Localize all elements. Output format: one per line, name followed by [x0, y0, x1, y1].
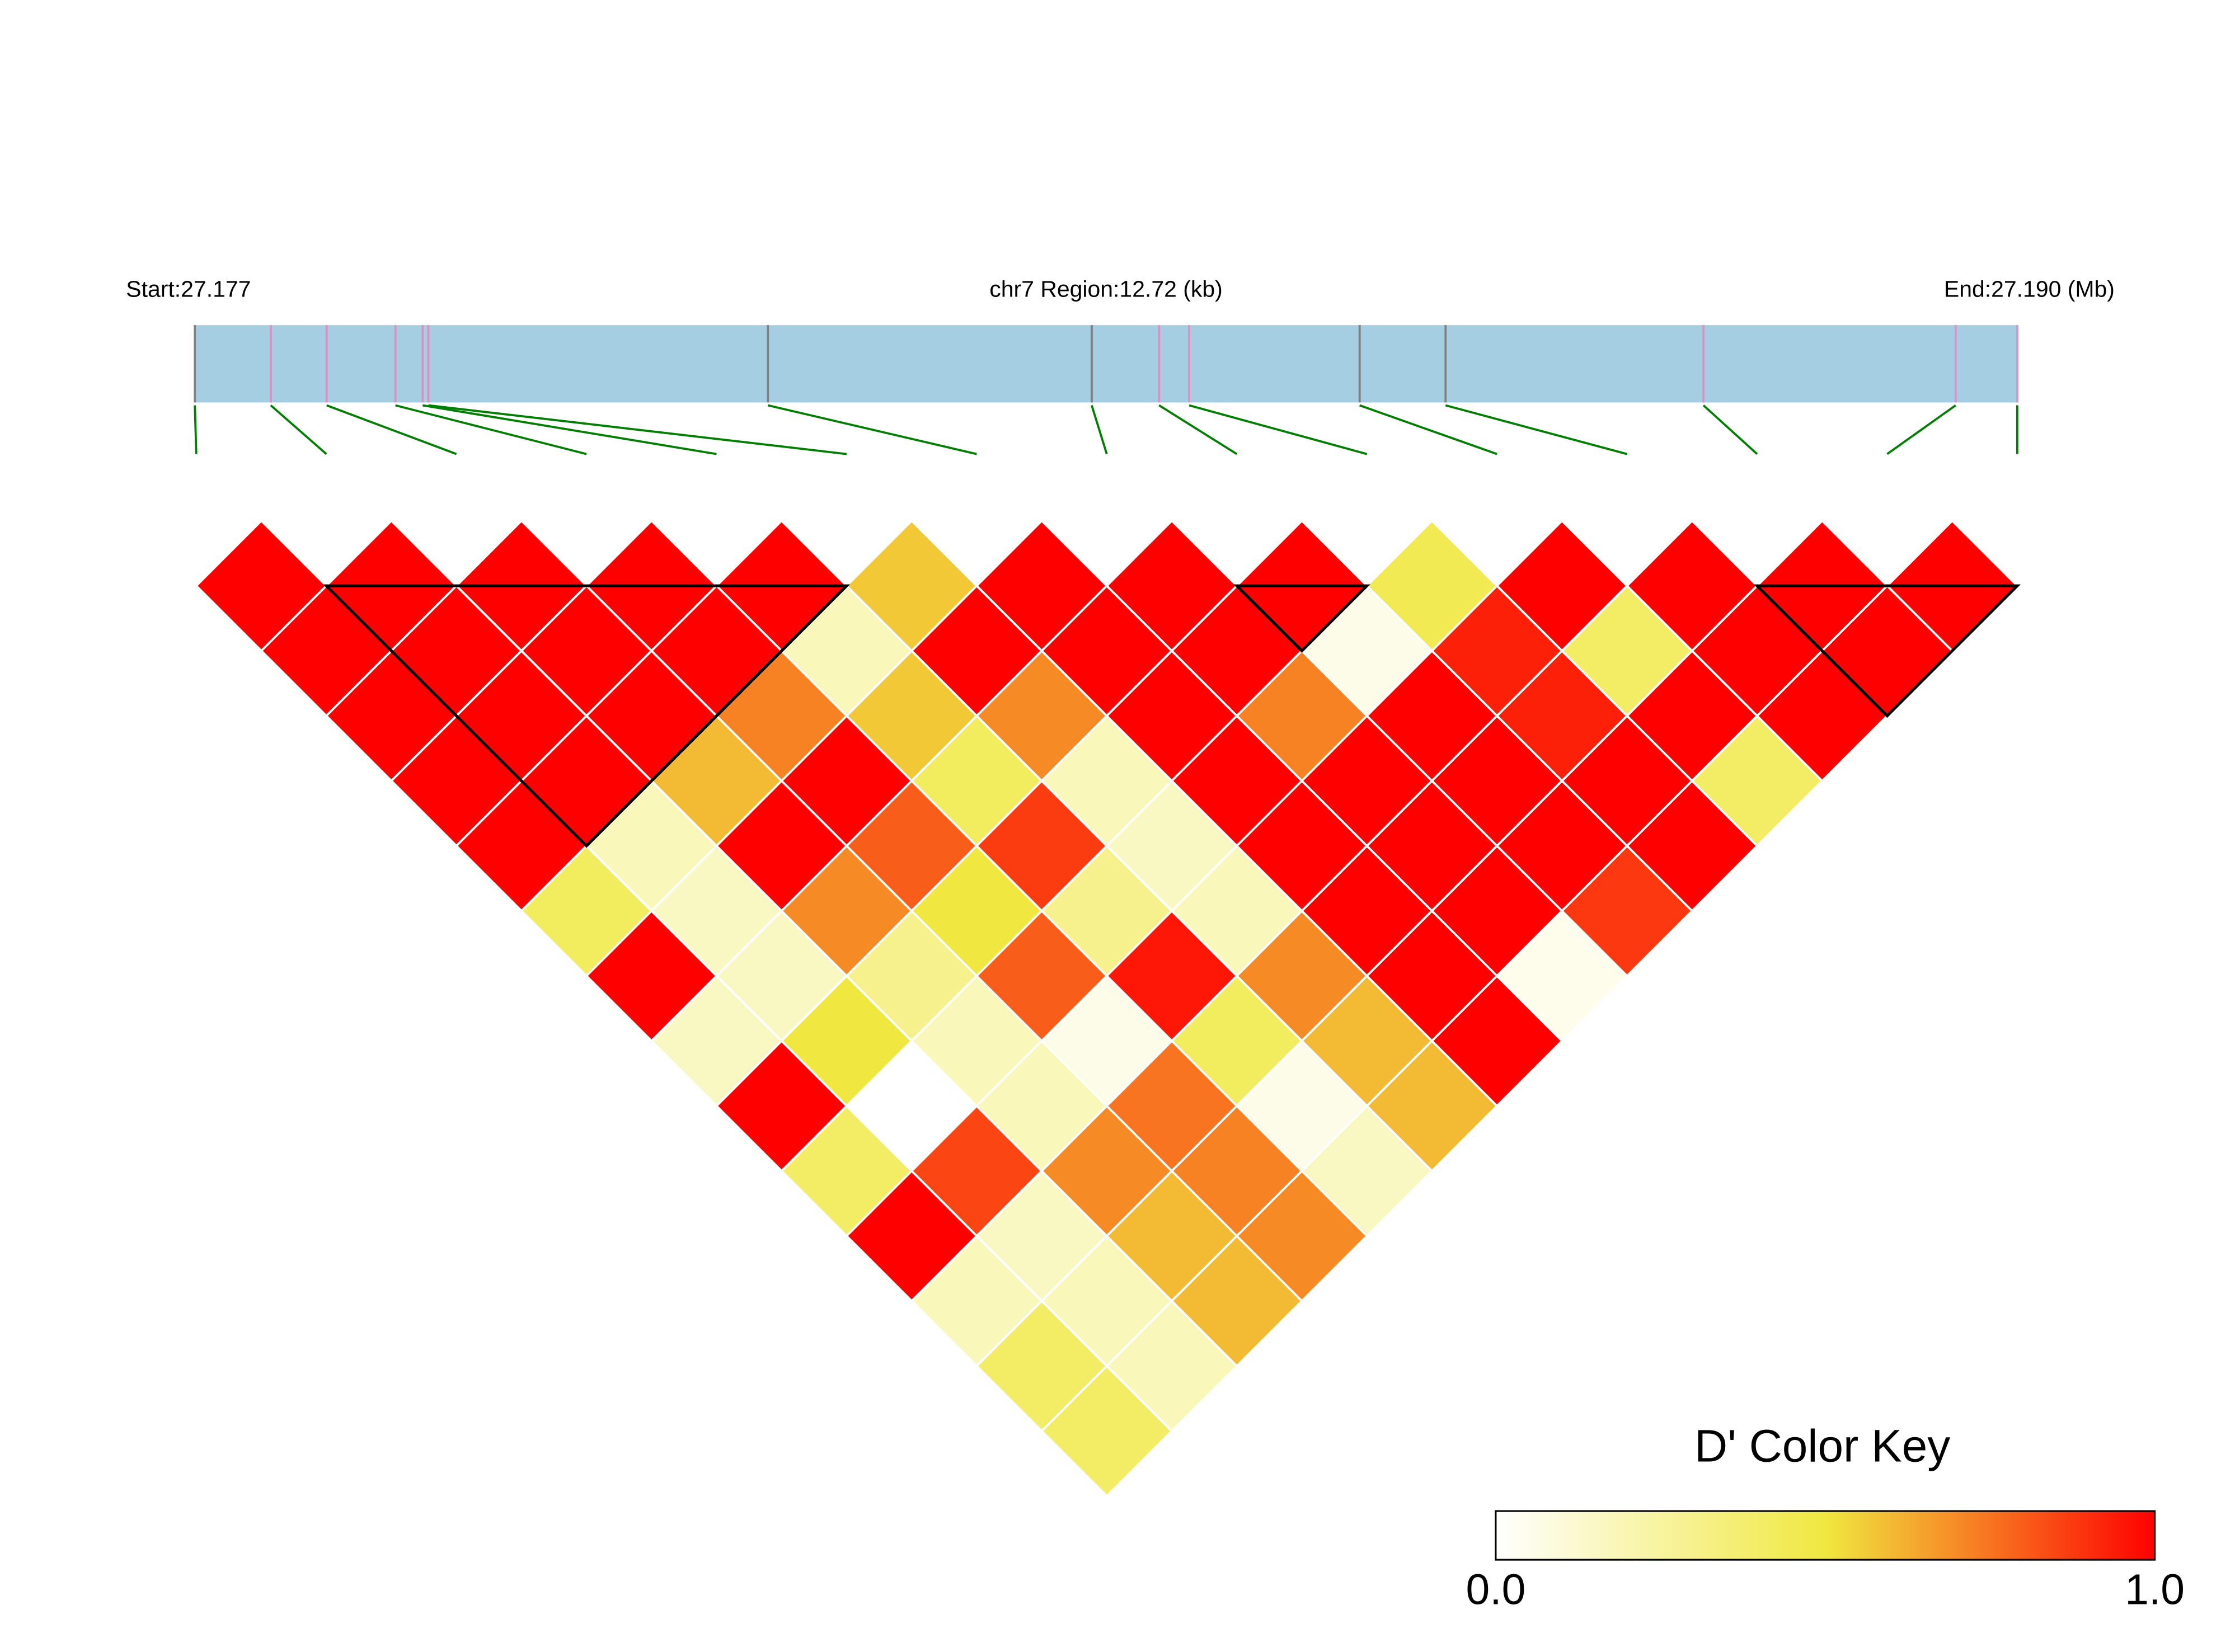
snp-connector [422, 404, 717, 455]
snp-connector [270, 404, 327, 455]
snp-connector [1445, 404, 1628, 455]
ld-block [1233, 584, 1370, 653]
ld-block [323, 584, 851, 848]
snp-connector [194, 405, 198, 454]
colorbar [1495, 1510, 2156, 1561]
snp-connector [428, 404, 847, 455]
snp-connector [1702, 404, 1758, 455]
snp-connector [1189, 404, 1368, 455]
snp-connector [1091, 404, 1108, 455]
snp-connector [326, 404, 457, 455]
colorbar-tick-label: 1.0 [2125, 1565, 2185, 1613]
snp-connector [1359, 404, 1497, 455]
ld-block [1753, 584, 2021, 718]
region-label: chr7 Region:12.72 (kb) [989, 276, 1223, 302]
region-start: Start:27.177 [126, 276, 251, 302]
region-bar [195, 325, 2017, 403]
snp-connector [1886, 404, 1956, 455]
snp-connector [767, 404, 977, 455]
colorbar-tick-label: 0.0 [1466, 1565, 1526, 1613]
snp-connector [1158, 404, 1238, 455]
colorbar-title: D' Color Key [1694, 1421, 1950, 1472]
snp-connector [395, 404, 587, 455]
region-end: End:27.190 (Mb) [1944, 276, 2115, 302]
